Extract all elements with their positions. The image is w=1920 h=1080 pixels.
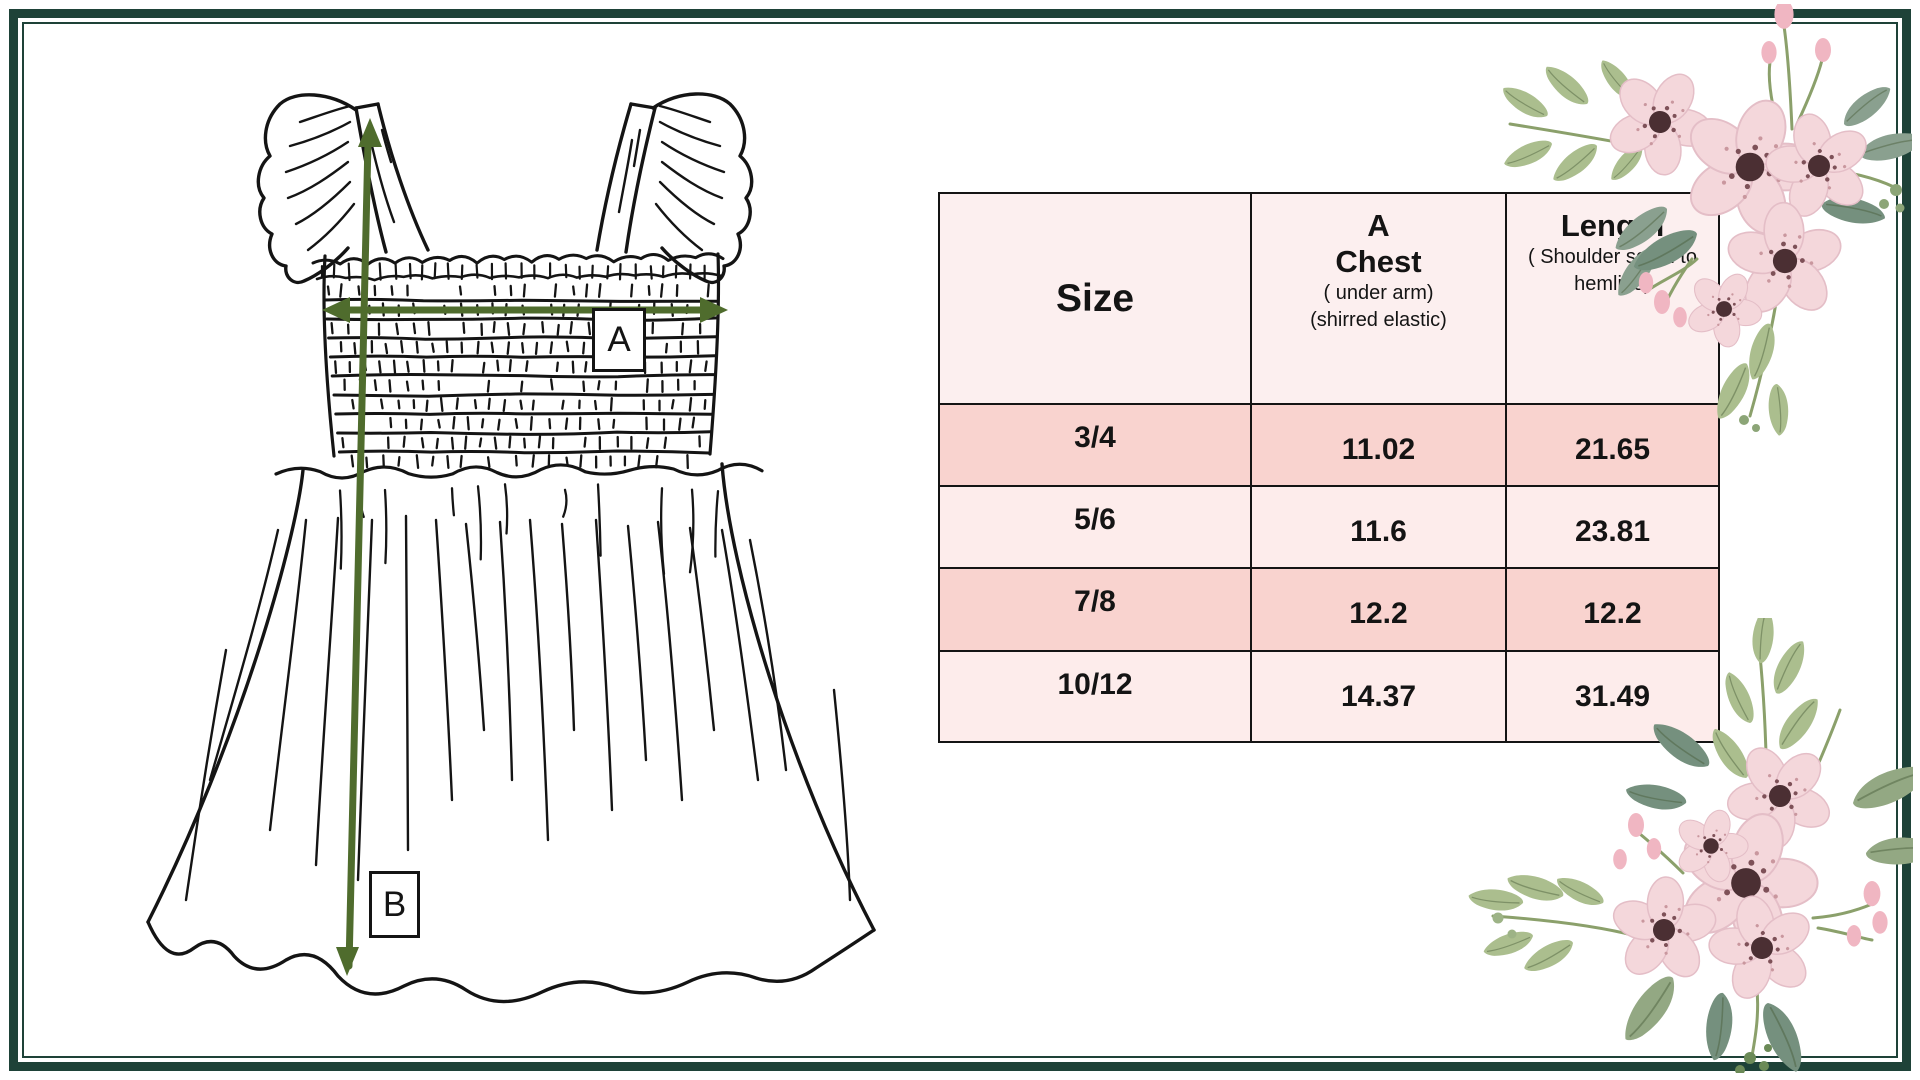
size-value: 10/12 (1057, 668, 1133, 701)
floral-decoration-bottom-right (1468, 618, 1913, 1073)
length-value: 23.81 (1574, 515, 1651, 548)
length-value: 21.65 (1574, 433, 1651, 466)
table-row-length: 31.49 (1507, 652, 1718, 741)
chest-header-sub2: (shirred elastic) (1310, 309, 1447, 331)
table-row-size: 10/12 (940, 652, 1252, 741)
arrowhead-down (336, 947, 359, 976)
size-value: 3/4 (1074, 421, 1116, 454)
right-strap-ruffle (651, 92, 754, 285)
skirt-drape-lines (184, 514, 852, 902)
chest-header-sub1: ( under arm) (1323, 282, 1434, 304)
arrowhead-left (322, 297, 350, 323)
length-value: 12.2 (1583, 597, 1642, 630)
chest-value: 14.37 (1340, 680, 1417, 713)
smocked-bodice-texture (274, 252, 764, 576)
measurement-label-b: B (369, 871, 420, 938)
length-arrow-line (345, 138, 372, 970)
size-value: 7/8 (1074, 585, 1116, 618)
table-row-chest: 14.37 (1252, 652, 1507, 741)
size-header-label: Size (1055, 276, 1135, 320)
chest-value: 11.02 (1341, 433, 1416, 466)
size-table: Size A Chest ( under arm) (shirred elast… (938, 192, 1720, 743)
chest-header-title: Chest (1335, 244, 1422, 279)
table-row-size: 7/8 (940, 569, 1252, 652)
chest-header-letter: A (1367, 208, 1390, 243)
table-row-length: 23.81 (1507, 487, 1718, 569)
table-row-size: 3/4 (940, 405, 1252, 487)
table-header-size: Size (940, 194, 1252, 405)
floral-decoration-top-right (1498, 4, 1912, 437)
measurement-label-a: A (592, 308, 646, 372)
left-strap-ruffle (256, 93, 358, 285)
table-row-length: 21.65 (1507, 405, 1718, 487)
chest-value: 12.2 (1349, 597, 1408, 630)
arrowhead-up (358, 118, 382, 147)
skirt-outline (146, 462, 876, 1004)
table-row-chest: 11.6 (1252, 487, 1507, 569)
dress-line-drawing (146, 92, 876, 1004)
chest-value: 11.6 (1350, 515, 1407, 548)
table-row-length: 12.2 (1507, 569, 1718, 652)
length-value: 31.49 (1574, 680, 1651, 713)
table-row-chest: 11.02 (1252, 405, 1507, 487)
arrowhead-right (700, 297, 728, 323)
table-row-chest: 12.2 (1252, 569, 1507, 652)
size-value: 5/6 (1074, 503, 1116, 536)
table-row-size: 5/6 (940, 487, 1252, 569)
right-strap-band (595, 102, 657, 254)
table-header-chest: A Chest ( under arm) (shirred elastic) (1252, 194, 1507, 405)
table-header-length: Length ( Shoulder seam to hemline) (1507, 194, 1718, 405)
